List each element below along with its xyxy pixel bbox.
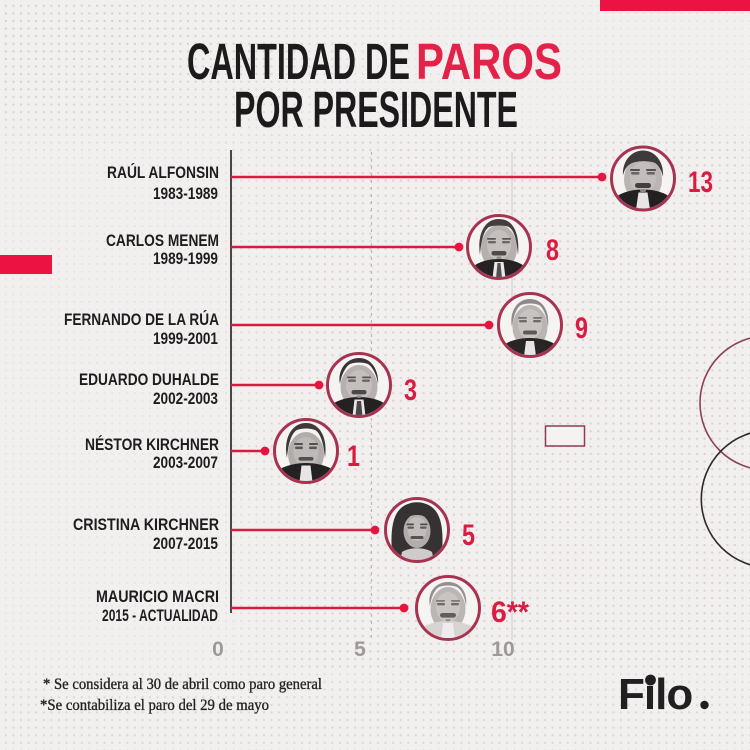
- svg-text:RAÚL ALFONSIN: RAÚL ALFONSIN: [107, 163, 219, 182]
- svg-text:10: 10: [491, 638, 514, 661]
- svg-text:2003-2007: 2003-2007: [153, 453, 218, 472]
- svg-text:5: 5: [462, 519, 475, 552]
- svg-text:13: 13: [688, 166, 713, 199]
- svg-text:8: 8: [546, 234, 559, 267]
- svg-text:Fılo: Fılo: [618, 670, 692, 719]
- svg-text:CRISTINA KIRCHNER: CRISTINA KIRCHNER: [73, 515, 219, 534]
- svg-text:1983-1989: 1983-1989: [153, 184, 218, 203]
- svg-text:CANTIDAD DE: CANTIDAD DE: [187, 33, 410, 90]
- svg-text:CARLOS MENEM: CARLOS MENEM: [106, 231, 219, 250]
- svg-text:0: 0: [212, 638, 224, 661]
- svg-text:9: 9: [575, 312, 588, 345]
- svg-text:6**: 6**: [491, 596, 529, 629]
- svg-text:*Se contabiliza el paro del 29: *Se contabiliza el paro del 29 de mayo: [40, 697, 269, 714]
- svg-text:EDUARDO DUHALDE: EDUARDO DUHALDE: [79, 370, 219, 389]
- svg-text:5: 5: [354, 638, 366, 661]
- svg-text:1: 1: [347, 440, 360, 473]
- svg-text:NÉSTOR KIRCHNER: NÉSTOR KIRCHNER: [85, 435, 219, 454]
- svg-text:PAROS: PAROS: [416, 33, 562, 90]
- svg-text:MAURICIO MACRI: MAURICIO MACRI: [96, 587, 219, 606]
- svg-text:1989-1999: 1989-1999: [153, 249, 218, 268]
- svg-text:1999-2001: 1999-2001: [153, 329, 218, 348]
- svg-text:2007-2015: 2007-2015: [153, 534, 218, 553]
- svg-text:2002-2003: 2002-2003: [153, 389, 218, 408]
- svg-text:POR PRESIDENTE: POR PRESIDENTE: [234, 81, 518, 138]
- svg-text:3: 3: [404, 374, 417, 407]
- svg-text:FERNANDO DE LA RÚA: FERNANDO DE LA RÚA: [64, 310, 219, 329]
- svg-text:* Se considera al 30 de abril: * Se considera al 30 de abril como paro …: [43, 676, 323, 693]
- svg-text:2015 - ACTUALIDAD: 2015 - ACTUALIDAD: [102, 606, 218, 625]
